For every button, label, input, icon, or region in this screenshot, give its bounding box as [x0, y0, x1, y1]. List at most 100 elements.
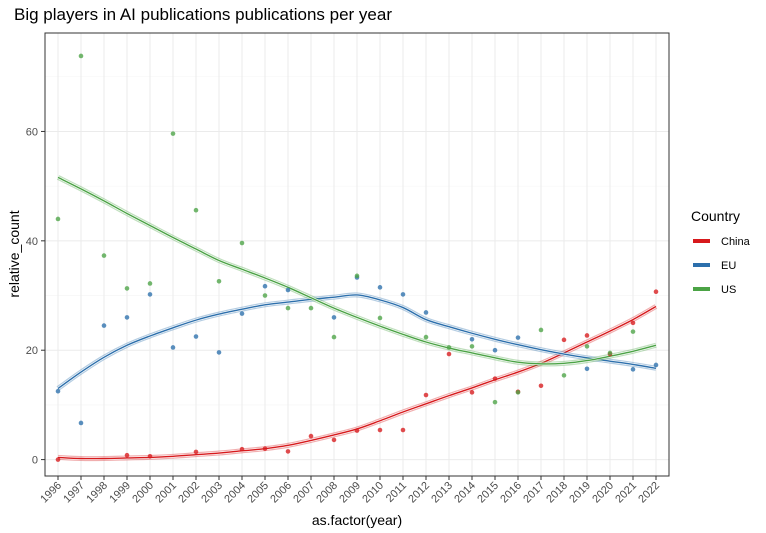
point-china: [630, 320, 636, 326]
point-china: [147, 454, 153, 459]
point-us: [285, 305, 291, 311]
point-us: [124, 286, 130, 291]
point-china: [239, 446, 245, 452]
point-us: [630, 329, 636, 334]
x-tick-label: 2018: [544, 480, 570, 506]
point-us: [78, 53, 84, 59]
point-us: [331, 334, 337, 340]
x-tick-label: 2002: [176, 480, 202, 506]
point-eu: [469, 336, 475, 342]
point-us: [170, 131, 176, 136]
x-tick-label: 2012: [406, 480, 432, 506]
x-axis: 1996199719981999200020012002200320042005…: [38, 476, 662, 505]
point-china: [285, 449, 291, 454]
point-eu: [653, 362, 659, 368]
x-tick-label: 2005: [245, 480, 271, 506]
point-eu: [147, 292, 153, 297]
x-tick-label: 2021: [613, 480, 639, 506]
point-china: [124, 452, 130, 458]
point-eu: [55, 388, 61, 394]
point-us: [584, 344, 590, 349]
x-tick-label: 2010: [360, 480, 386, 506]
point-eu: [170, 345, 176, 350]
x-tick-label: 2011: [384, 480, 409, 505]
legend-key-us: [693, 287, 710, 291]
point-us: [308, 305, 314, 311]
point-eu: [331, 315, 337, 320]
point-china: [492, 376, 498, 381]
x-tick-label: 2017: [521, 480, 547, 506]
x-tick-label: 2008: [314, 480, 340, 506]
point-us: [469, 344, 475, 349]
point-china: [331, 437, 337, 443]
point-eu: [285, 287, 291, 293]
legend: Country China EU US: [691, 208, 751, 296]
x-tick-label: 1997: [61, 480, 87, 506]
point-china: [469, 390, 475, 395]
point-us: [239, 240, 245, 246]
point-china: [193, 449, 199, 455]
data-points: [55, 53, 659, 462]
y-tick-label: 40: [26, 236, 38, 248]
x-tick-label: 2003: [199, 480, 225, 506]
point-us: [354, 273, 360, 279]
x-tick-label: 2019: [567, 480, 593, 506]
legend-key-china: [693, 239, 710, 243]
legend-title: Country: [691, 208, 740, 224]
point-us: [55, 216, 61, 222]
point-us: [561, 373, 567, 378]
point-us: [446, 345, 452, 350]
x-tick-label: 2022: [636, 480, 662, 506]
point-eu: [492, 347, 498, 353]
x-tick-label: 2006: [268, 480, 294, 506]
x-tick-label: 2009: [337, 480, 363, 506]
x-tick-label: 2020: [590, 480, 616, 506]
point-us: [538, 327, 544, 333]
point-eu: [584, 366, 590, 372]
point-china: [584, 333, 590, 338]
point-us: [515, 390, 521, 395]
y-axis-title: relative_count: [6, 210, 22, 297]
point-us: [193, 207, 199, 213]
chart-title: Big players in AI publications publicati…: [14, 5, 392, 24]
x-tick-label: 2000: [130, 480, 156, 506]
point-china: [262, 446, 268, 451]
point-eu: [423, 310, 429, 315]
x-tick-label: 2014: [452, 480, 478, 506]
trend-line-us: [57, 176, 657, 365]
x-tick-label: 2016: [498, 480, 524, 506]
point-china: [55, 457, 61, 462]
y-tick-label: 60: [26, 126, 38, 138]
trend-lines: [56, 175, 658, 462]
point-china: [538, 383, 544, 389]
point-eu: [515, 335, 521, 340]
point-us: [262, 293, 268, 298]
point-china: [308, 433, 314, 439]
point-us: [216, 278, 222, 284]
grid: [45, 33, 669, 476]
x-tick-label: 1999: [107, 480, 133, 506]
point-us: [377, 315, 383, 321]
legend-label-us: US: [721, 284, 736, 296]
point-eu: [193, 334, 199, 339]
point-china: [561, 337, 567, 343]
point-eu: [239, 311, 245, 316]
trend-line-eu: [57, 294, 657, 390]
y-axis: 0 20 40 60: [26, 126, 45, 467]
point-eu: [377, 285, 383, 290]
point-china: [354, 428, 360, 433]
x-axis-title: as.factor(year): [312, 512, 402, 528]
point-china: [446, 351, 452, 357]
x-tick-label: 1998: [84, 480, 110, 506]
point-us: [147, 281, 153, 286]
point-china: [377, 427, 383, 433]
legend-label-china: China: [721, 236, 751, 248]
x-tick-label: 2007: [291, 480, 317, 506]
y-tick-label: 0: [32, 455, 38, 467]
point-eu: [101, 323, 107, 328]
point-eu: [78, 420, 84, 426]
legend-key-eu: [693, 263, 710, 267]
point-eu: [262, 283, 268, 289]
point-eu: [216, 350, 222, 355]
